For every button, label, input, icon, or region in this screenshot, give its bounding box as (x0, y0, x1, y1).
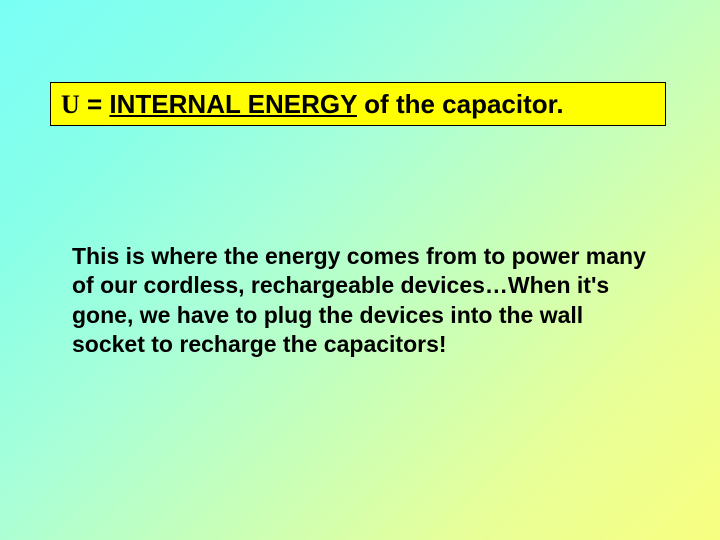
slide: U = INTERNAL ENERGY of the capacitor. Th… (0, 0, 720, 540)
title-symbol: U (61, 90, 80, 119)
title-suffix: of the capacitor. (357, 89, 564, 119)
title-highlight-bar: U = INTERNAL ENERGY of the capacitor. (50, 82, 666, 126)
title-underlined: INTERNAL ENERGY (109, 89, 357, 119)
body-paragraph: This is where the energy comes from to p… (72, 242, 652, 360)
title-text: U = INTERNAL ENERGY of the capacitor. (61, 89, 564, 120)
title-equals: = (80, 89, 110, 119)
